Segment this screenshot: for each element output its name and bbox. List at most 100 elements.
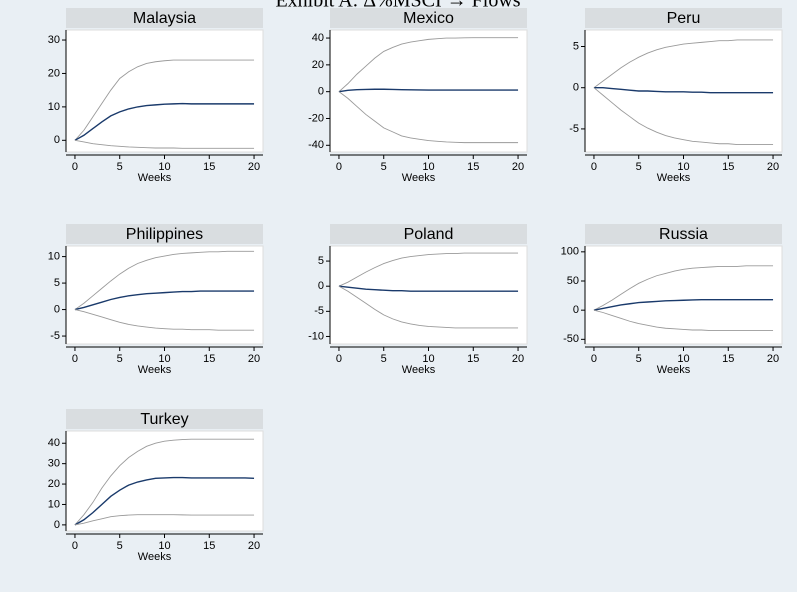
y-tick-label: 20 <box>48 67 60 79</box>
figure-title: Exhibit A: Δ%MSCI → Flows <box>275 0 520 12</box>
panel-title: Poland <box>404 226 454 243</box>
plot-area <box>65 29 264 153</box>
series-line <box>593 87 774 146</box>
panel-title: Malaysia <box>133 10 196 27</box>
panel-title: Mexico <box>403 10 454 27</box>
y-tick-label: 0 <box>54 303 60 315</box>
x-axis-label: Weeks <box>402 172 436 184</box>
panel-header <box>330 8 527 28</box>
panel-title: Peru <box>667 10 701 27</box>
x-tick-label: 20 <box>767 353 779 365</box>
y-tick-label: 20 <box>312 59 324 71</box>
y-tick-label: 30 <box>48 34 60 46</box>
x-tick-label: 20 <box>512 353 524 365</box>
x-tick-label: 0 <box>72 353 78 365</box>
plot-area <box>329 245 528 345</box>
panel-title: Russia <box>659 226 708 243</box>
y-tick-label: -10 <box>308 330 324 342</box>
series-line <box>338 285 519 329</box>
plot-area <box>329 29 528 153</box>
x-tick-label: 10 <box>158 161 170 173</box>
y-tick-label: -40 <box>308 139 324 151</box>
x-tick-label: 5 <box>636 161 642 173</box>
x-tick-label: 0 <box>72 161 78 173</box>
plot-area <box>65 430 264 532</box>
y-tick-label: 0 <box>318 280 324 292</box>
x-tick-label: 0 <box>72 540 78 552</box>
x-axis-label: Weeks <box>402 364 436 376</box>
series-line <box>74 59 255 141</box>
panel-header <box>66 8 263 28</box>
plot-area <box>65 245 264 345</box>
panel-title: Philippines <box>126 226 203 243</box>
y-tick-label: -50 <box>563 333 579 345</box>
x-tick-label: 10 <box>677 353 689 365</box>
x-tick-label: 5 <box>117 540 123 552</box>
x-tick-label: 20 <box>512 161 524 173</box>
y-tick-label: 5 <box>573 40 579 52</box>
x-tick-label: 10 <box>677 161 689 173</box>
y-tick-label: 0 <box>54 519 60 531</box>
x-tick-label: 0 <box>336 161 342 173</box>
series-line <box>74 476 255 526</box>
series-line <box>593 309 774 332</box>
series-line <box>338 88 519 93</box>
series-line <box>338 91 519 144</box>
y-tick-label: 40 <box>312 32 324 44</box>
x-tick-label: 10 <box>422 161 434 173</box>
x-tick-label: 15 <box>203 161 215 173</box>
x-tick-label: 15 <box>203 540 215 552</box>
series-line <box>593 87 774 94</box>
series-line <box>593 39 774 89</box>
x-axis-label: Weeks <box>138 172 172 184</box>
x-tick-label: 0 <box>336 353 342 365</box>
series-line <box>74 514 255 526</box>
panel-header <box>330 224 527 244</box>
y-tick-label: 100 <box>561 246 579 258</box>
x-tick-label: 20 <box>248 353 260 365</box>
y-tick-label: -20 <box>308 112 324 124</box>
y-tick-label: 20 <box>48 478 60 490</box>
x-axis-label: Weeks <box>138 551 172 563</box>
x-tick-label: 15 <box>467 353 479 365</box>
y-tick-label: 0 <box>54 134 60 146</box>
y-tick-label: 0 <box>318 86 324 98</box>
panel-title: Turkey <box>140 411 188 428</box>
y-tick-label: 5 <box>318 255 324 267</box>
y-tick-label: 5 <box>54 277 60 289</box>
panel-header <box>66 224 263 244</box>
x-axis-label: Weeks <box>657 172 691 184</box>
y-tick-label: 50 <box>567 275 579 287</box>
x-tick-label: 0 <box>591 353 597 365</box>
x-tick-label: 5 <box>117 353 123 365</box>
series-line <box>338 285 519 292</box>
y-tick-label: 10 <box>48 251 60 263</box>
y-tick-label: 30 <box>48 458 60 470</box>
x-tick-label: 20 <box>248 161 260 173</box>
x-tick-label: 20 <box>767 161 779 173</box>
y-tick-label: -5 <box>50 330 60 342</box>
series-line <box>74 290 255 311</box>
panel-header <box>585 224 782 244</box>
series-line <box>593 298 774 311</box>
series-line <box>338 252 519 287</box>
x-tick-label: 15 <box>467 161 479 173</box>
x-axis-label: Weeks <box>657 364 691 376</box>
series-line <box>593 265 774 311</box>
panel-header <box>66 409 263 429</box>
plot-area <box>584 29 783 153</box>
y-tick-label: -5 <box>314 305 324 317</box>
y-tick-label: 0 <box>573 82 579 94</box>
x-tick-label: 5 <box>381 161 387 173</box>
series-line <box>74 438 255 526</box>
x-tick-label: 15 <box>722 161 734 173</box>
series-line <box>74 102 255 141</box>
x-tick-label: 15 <box>722 353 734 365</box>
x-tick-label: 20 <box>248 540 260 552</box>
y-tick-label: 40 <box>48 437 60 449</box>
panel-header <box>585 8 782 28</box>
x-tick-label: 5 <box>117 161 123 173</box>
x-axis-label: Weeks <box>138 364 172 376</box>
